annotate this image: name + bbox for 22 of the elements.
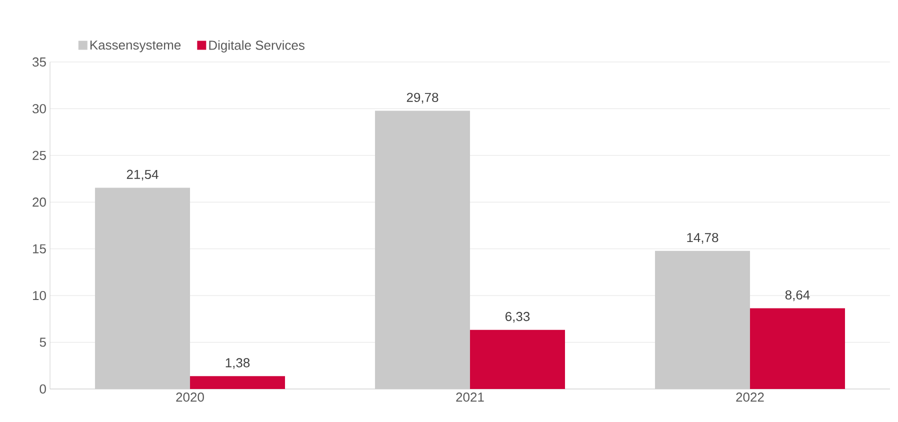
data-label: 8,64 — [785, 290, 810, 302]
y-tick-label: 5 — [40, 338, 46, 347]
x-tick-label: 2022 — [736, 392, 764, 402]
y-tick-label: 20 — [32, 198, 46, 207]
bar — [190, 376, 286, 389]
data-label: 21,54 — [126, 170, 158, 181]
y-tick-label: 25 — [32, 150, 46, 160]
legend-label: Kassensysteme — [90, 40, 181, 52]
x-tick-label: 2020 — [176, 392, 204, 402]
data-label: 1,38 — [226, 358, 250, 369]
data-label: 6,33 — [506, 312, 530, 323]
legend-label: Digitale Services — [209, 40, 304, 52]
data-label: 29,78 — [406, 92, 438, 104]
y-tick-label: 15 — [33, 244, 46, 254]
y-tick-label: 30 — [32, 104, 46, 114]
y-tick-label: 10 — [33, 290, 46, 300]
y-tick-label: 35 — [32, 57, 46, 67]
data-label: 14,78 — [687, 232, 718, 244]
x-tick-label: 2021 — [456, 392, 484, 402]
y-tick-label: 0 — [40, 384, 46, 394]
bar — [750, 308, 845, 389]
bar — [470, 330, 565, 389]
